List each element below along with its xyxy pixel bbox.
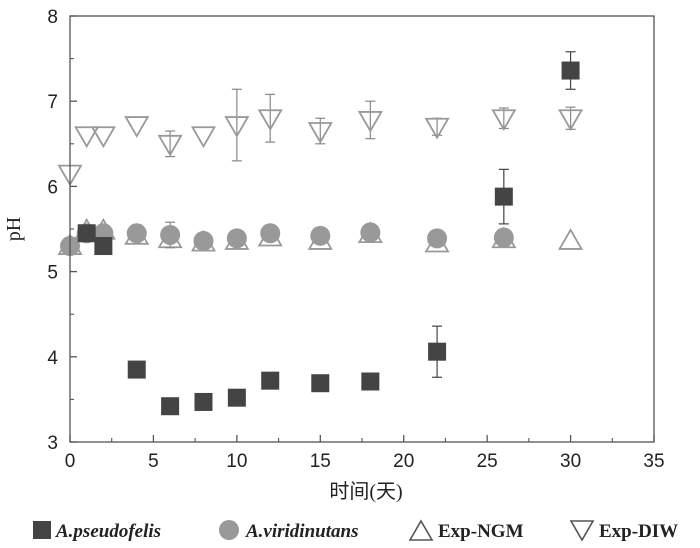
data-point-square [311,374,330,393]
data-point-square [94,237,113,256]
data-point-square [361,372,380,391]
x-tick-label: 15 [310,451,331,472]
data-point-triangle-down [307,122,333,144]
data-point-triangle-up [558,228,584,250]
x-axis-title: 时间(天) [329,480,402,503]
data-point-square [161,397,180,416]
data-point-triangle-down [190,126,217,149]
series-layer [57,51,584,416]
legend-swatch-viridinutans [219,520,239,540]
data-point-triangle-down [74,126,100,149]
x-tick-label: 0 [65,451,76,472]
data-point-circle [493,227,514,248]
data-point-circle [310,225,331,246]
data-point-square [227,388,246,407]
data-point-triangle-down [491,109,517,132]
axis-layer: 0 5 10 15 20 25 30 35 3 4 5 6 7 8 [47,7,664,472]
legend: A.pseudofelis A.viridinutans Exp-NGM Exp… [33,519,678,542]
x-tick-label: 25 [477,451,498,472]
data-point-square [127,360,146,379]
data-point-triangle-down [124,116,150,138]
y-tick-label: 4 [47,348,58,369]
y-tick-label: 5 [47,263,58,284]
data-point-triangle-down [90,126,116,149]
x-tick-label: 10 [226,451,247,472]
legend-label-ngm: Exp-NGM [438,521,524,542]
data-point-circle [360,222,381,243]
x-tick-label: 20 [393,451,414,472]
data-point-square [261,371,280,390]
y-axis-title: pH [3,217,25,241]
data-point-triangle-down [257,109,283,132]
data-point-triangle-down [157,134,183,157]
data-point-circle [427,228,448,249]
y-tick-label: 6 [47,177,58,198]
y-tick-label: 8 [47,7,58,28]
data-point-square [561,61,580,80]
legend-label-viridinutans: A.viridinutans [245,521,358,542]
legend-swatch-diw [569,520,595,542]
data-point-square [77,224,96,243]
legend-swatch-pseudofelis [33,521,51,539]
data-point-triangle-down [424,117,450,140]
series-exp-diw [57,88,584,187]
series-a-pseudofelis [77,51,580,416]
legend-swatch-ngm [408,519,434,541]
x-tick-label: 5 [148,451,159,472]
legend-label-diw: Exp-DIW [599,521,678,542]
data-point-circle [160,224,181,245]
data-point-triangle-down [558,109,584,132]
x-tick-label: 35 [643,451,664,472]
data-point-circle [260,223,281,244]
data-point-circle [193,230,214,251]
data-point-triangle-down [357,111,383,133]
data-point-square [494,187,513,206]
data-point-square [428,342,447,361]
y-tick-label: 3 [47,433,58,454]
legend-label-pseudofelis: A.pseudofelis [55,521,161,542]
data-point-circle [126,223,147,244]
data-point-square [194,392,213,411]
series-a-viridinutans [60,221,514,257]
y-tick-label: 7 [47,92,58,113]
x-tick-label: 30 [560,451,581,472]
data-point-triangle-down [224,116,250,138]
data-point-circle [226,228,247,249]
